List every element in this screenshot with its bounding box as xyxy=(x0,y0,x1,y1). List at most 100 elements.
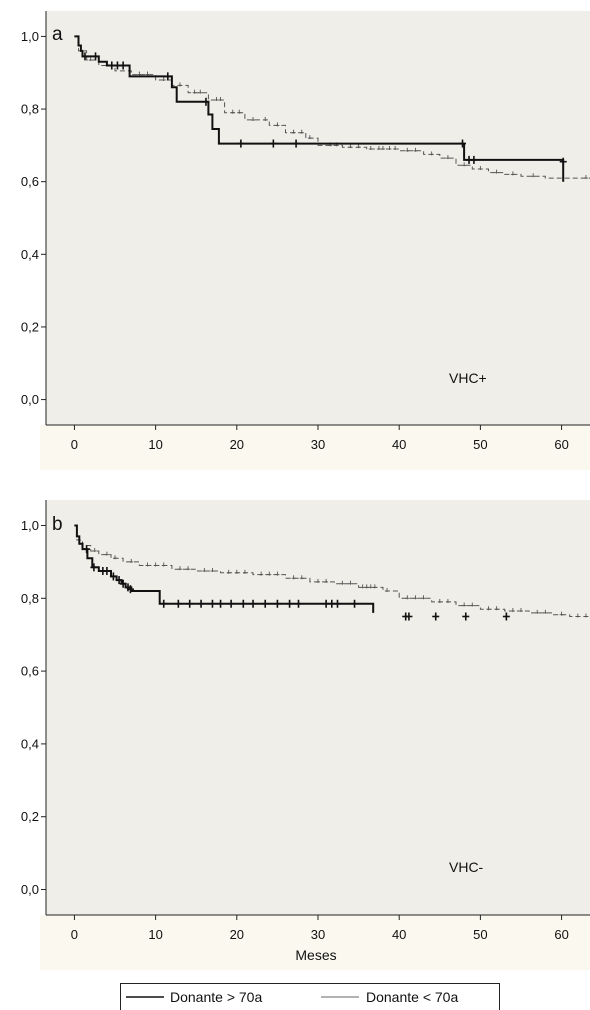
censor-mark-donor-over-70 xyxy=(119,61,127,70)
censor-mark-donor-over-70 xyxy=(333,599,341,608)
censor-mark-donor-under-70 xyxy=(226,569,231,574)
x-tick-label-b: 30 xyxy=(311,927,325,942)
censor-mark-donor-under-70 xyxy=(494,606,499,611)
band-a xyxy=(40,425,590,470)
censor-mark-donor-under-70 xyxy=(161,562,166,567)
censor-mark-donor-under-70 xyxy=(161,77,166,81)
censor-mark-donor-over-70 xyxy=(227,599,235,608)
censor-mark-donor-under-70 xyxy=(291,129,296,134)
censor-mark-donor-under-70 xyxy=(299,129,304,134)
y-tick-label-b: 0,6 xyxy=(21,664,39,679)
x-tick-label-b: 50 xyxy=(473,927,487,942)
censor-mark-donor-under-70 xyxy=(376,146,381,150)
x-axis-a: 0 10 20 30 40 50 60 xyxy=(46,424,590,452)
censor-mark-donor-under-70 xyxy=(445,155,450,160)
censor-mark-donor-under-70 xyxy=(202,567,207,572)
band-b xyxy=(40,915,590,970)
censor-mark-donor-under-70 xyxy=(535,609,540,614)
censor-mark-donor-under-70 xyxy=(88,57,93,62)
censor-mark-donor-over-70 xyxy=(295,599,303,608)
censor-mark-donor-under-70 xyxy=(307,135,312,140)
x-tick-label-a: 40 xyxy=(392,437,406,452)
censor-mark-donor-over-70 xyxy=(432,612,440,621)
censor-mark-donor-under-70 xyxy=(218,96,223,101)
x-tick-label-a: 10 xyxy=(148,437,162,452)
censor-mark-donor-under-70 xyxy=(462,602,467,607)
censor-mark-donor-under-70 xyxy=(405,595,410,600)
censor-mark-donor-over-70 xyxy=(103,566,111,575)
censor-mark-donor-under-70 xyxy=(263,116,268,121)
censor-mark-donor-under-70 xyxy=(583,613,588,618)
censor-mark-donor-over-70 xyxy=(164,72,172,81)
y-tick-label-a: 0,2 xyxy=(21,319,39,334)
censor-mark-donor-over-70 xyxy=(462,612,470,621)
censor-mark-donor-under-70 xyxy=(214,96,219,101)
y-tick-label-a: 0,6 xyxy=(21,174,39,189)
censor-mark-donor-over-70 xyxy=(237,139,245,148)
censor-mark-donor-under-70 xyxy=(177,82,182,87)
censor-mark-donor-under-70 xyxy=(510,171,515,176)
censor-mark-donor-under-70 xyxy=(145,71,150,76)
censor-mark-donor-under-70 xyxy=(210,567,215,572)
censor-mark-donor-over-70 xyxy=(217,599,225,608)
censor-mark-donor-under-70 xyxy=(104,551,109,556)
censor-mark-donor-over-70 xyxy=(126,585,134,594)
censor-mark-donor-under-70 xyxy=(405,147,410,152)
x-axis-title: Meses xyxy=(295,947,336,963)
censor-mark-donor-under-70 xyxy=(275,571,280,576)
censor-mark-donor-under-70 xyxy=(145,562,150,567)
y-tick-label-a: 0,4 xyxy=(21,247,39,262)
censor-mark-donor-under-70 xyxy=(518,608,523,613)
x-tick-label-a: 50 xyxy=(473,437,487,452)
censor-mark-donor-under-70 xyxy=(486,606,491,611)
annotation-vhc-negative: VHC- xyxy=(449,859,484,875)
censor-mark-donor-under-70 xyxy=(421,595,426,600)
censor-mark-donor-under-70 xyxy=(462,162,467,167)
x-tick-label-b: 20 xyxy=(230,927,244,942)
x-axis-b: 0 10 20 30 40 50 60 xyxy=(46,914,590,942)
y-tick-label-a: 0,8 xyxy=(21,102,39,117)
legend-label-donor-under-70: Donante < 70a xyxy=(366,989,458,1005)
censor-mark-donor-under-70 xyxy=(177,566,182,571)
censor-mark-donor-under-70 xyxy=(413,595,418,600)
censor-mark-donor-under-70 xyxy=(259,571,264,576)
censor-mark-donor-over-70 xyxy=(202,97,210,106)
censor-mark-donor-over-70 xyxy=(109,572,117,581)
legend-label-donor-over-70: Donante > 70a xyxy=(170,989,262,1005)
censor-mark-donor-under-70 xyxy=(192,89,197,94)
censor-mark-donor-under-70 xyxy=(356,144,361,149)
censor-mark-donor-over-70 xyxy=(559,157,567,166)
censor-mark-donor-under-70 xyxy=(437,598,442,603)
censor-mark-donor-under-70 xyxy=(340,580,345,585)
survival-curve-donor-under-70-a xyxy=(74,35,590,179)
series-layer-b xyxy=(74,524,590,621)
censor-mark-donor-under-70 xyxy=(445,598,450,603)
plot-area-b xyxy=(46,500,590,915)
censor-mark-donor-over-70 xyxy=(459,139,467,148)
censor-mark-donor-over-70 xyxy=(261,599,269,608)
y-tick-label-a: 1,0 xyxy=(21,29,39,44)
survival-curve-donor-over-70-a xyxy=(74,35,565,182)
censor-mark-donor-under-70 xyxy=(368,146,373,150)
censor-mark-donor-under-70 xyxy=(113,555,118,560)
y-tick-label-a: 0,0 xyxy=(21,392,39,407)
x-tick-label-b: 0 xyxy=(71,927,78,942)
censor-mark-donor-over-70 xyxy=(208,599,216,608)
censor-mark-donor-under-70 xyxy=(583,175,588,180)
censor-mark-donor-over-70 xyxy=(470,155,478,164)
x-tick-label-b: 40 xyxy=(392,927,406,942)
censor-mark-donor-under-70 xyxy=(234,569,239,574)
censor-mark-donor-under-70 xyxy=(348,144,353,149)
y-tick-label-b: 0,8 xyxy=(21,591,39,606)
censor-mark-donor-under-70 xyxy=(137,71,142,76)
censor-mark-donor-under-70 xyxy=(531,173,536,178)
censor-mark-donor-under-70 xyxy=(291,575,296,580)
y-tick-label-b: 1,0 xyxy=(21,518,39,533)
censor-mark-donor-over-70 xyxy=(197,599,205,608)
censor-mark-donor-under-70 xyxy=(251,116,256,121)
censor-mark-donor-over-70 xyxy=(239,599,247,608)
censor-mark-donor-over-70 xyxy=(90,563,98,572)
censor-mark-donor-under-70 xyxy=(129,558,134,563)
censor-mark-donor-under-70 xyxy=(368,584,373,589)
